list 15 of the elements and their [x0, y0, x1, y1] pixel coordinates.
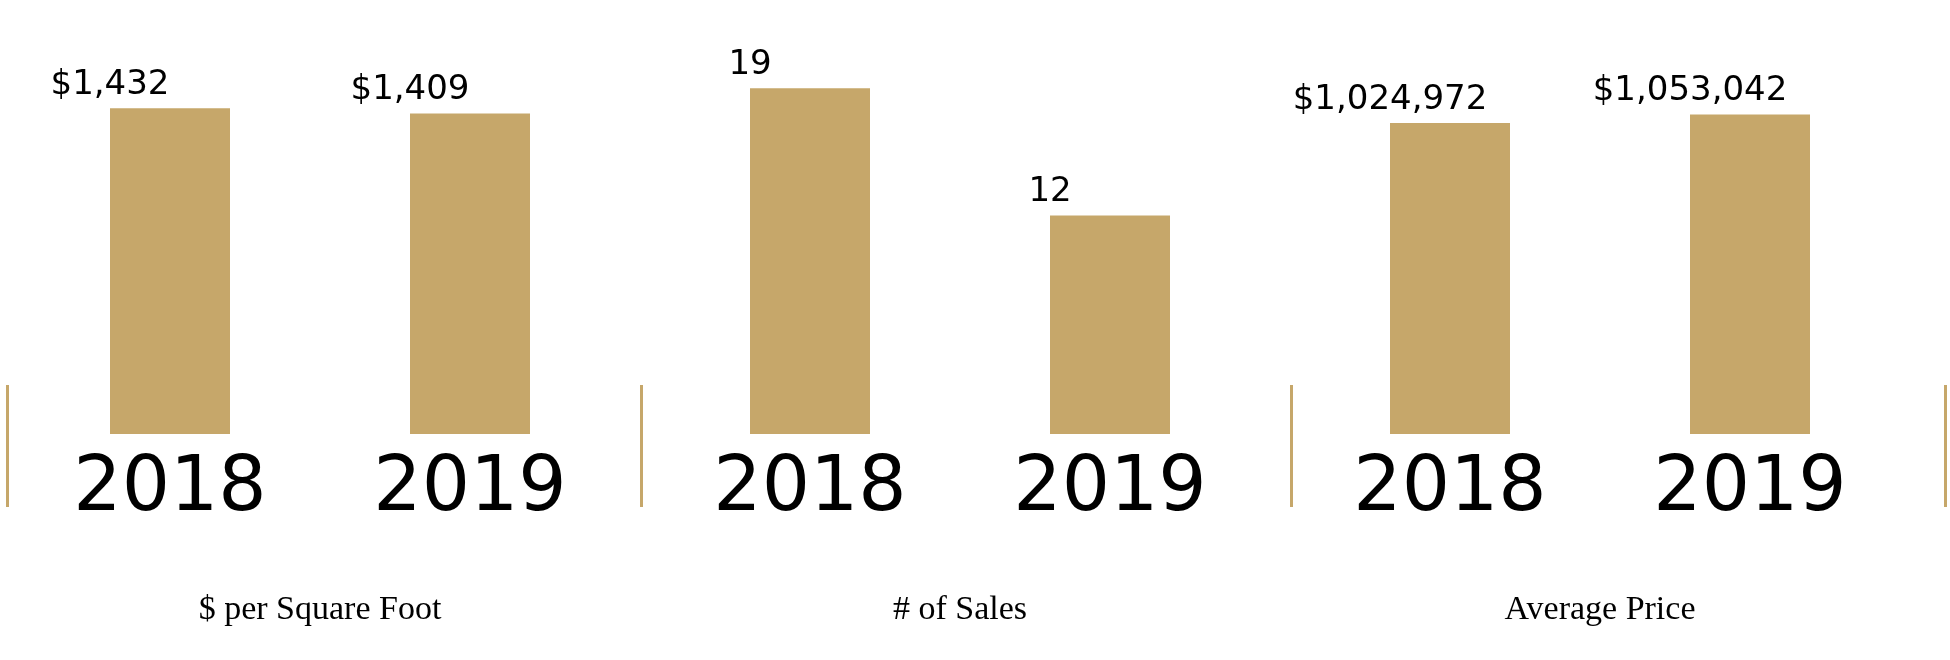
- x-tick-label: 2018: [73, 439, 267, 529]
- data-label: 12: [1028, 169, 1072, 210]
- x-tick-label: 2019: [1653, 439, 1847, 529]
- x-tick-label: 2018: [1353, 439, 1547, 529]
- text: Average Price: [1504, 588, 1696, 626]
- data-label: $1,053,042: [1592, 68, 1788, 109]
- data-label: $1,409: [350, 67, 470, 108]
- text: $ per Square Foot: [198, 588, 442, 626]
- x-tick-label: 2019: [1013, 439, 1207, 529]
- x-tick-label: 2018: [713, 439, 907, 529]
- x-tick-label: 2019: [373, 439, 567, 529]
- data-label: $1,024,972: [1292, 76, 1488, 117]
- data-label: 19: [728, 42, 772, 83]
- data-label: $1,432: [50, 62, 170, 103]
- text: # of Sales: [892, 588, 1028, 626]
